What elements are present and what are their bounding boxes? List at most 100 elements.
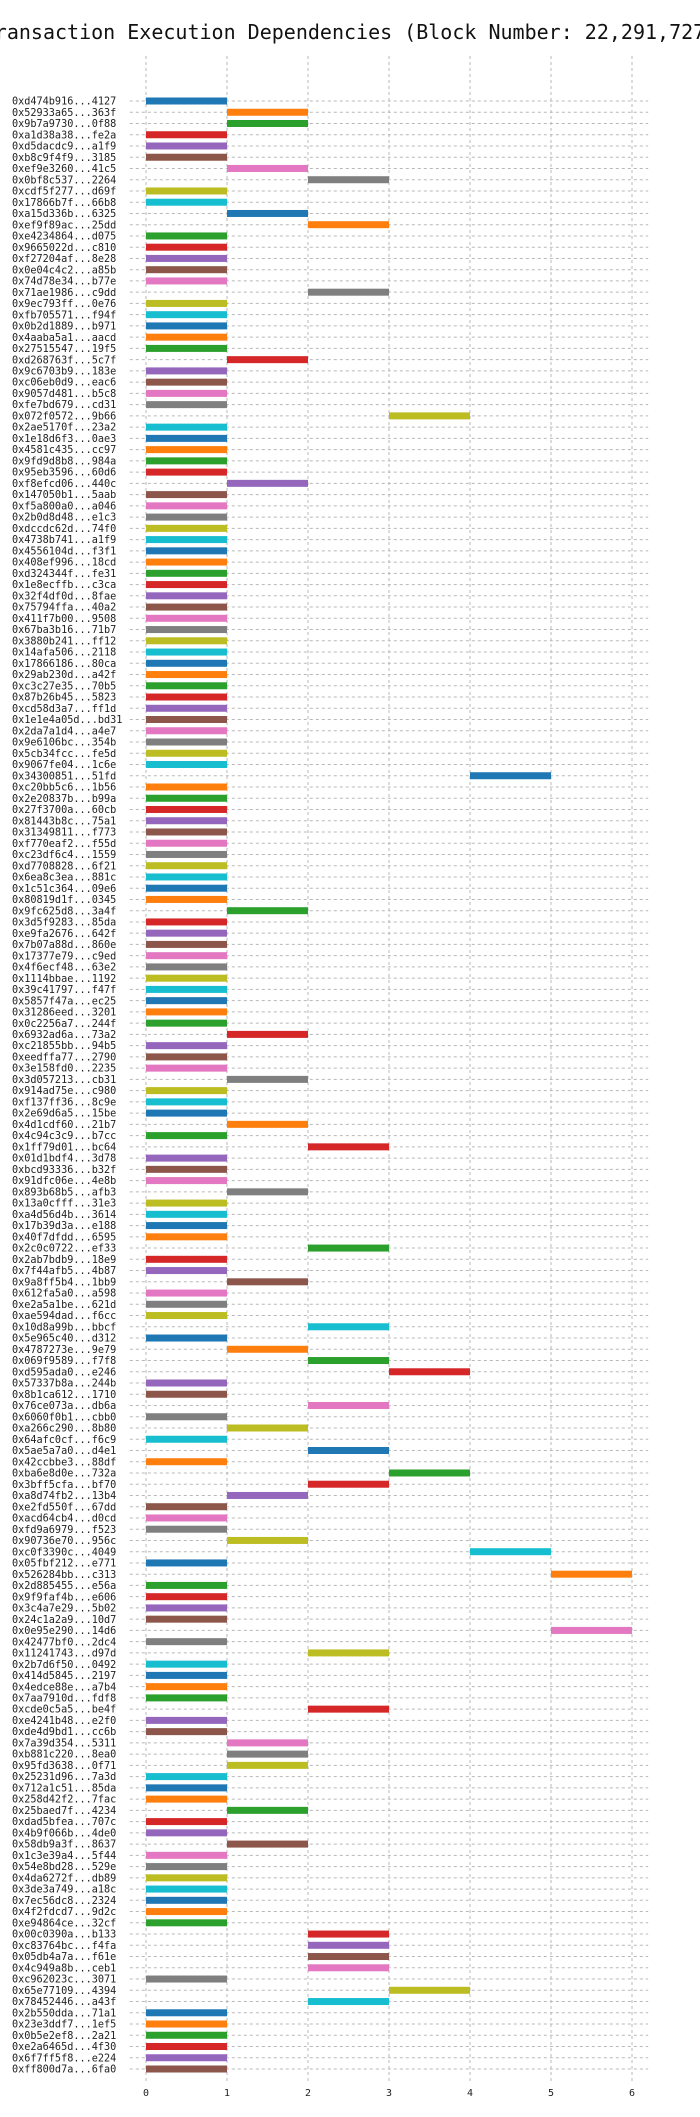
transaction-label: 0x3e158fd0...2235 <box>12 1064 116 1075</box>
transaction-label: 0x0e04c4c2...a85b <box>12 265 116 276</box>
transaction-label: 0xcde0c5a5...be4f <box>12 1705 116 1716</box>
transaction-bar <box>146 1784 227 1792</box>
transaction-label: 0xf770eaf2...f55d <box>12 839 116 850</box>
transaction-bar <box>146 1334 227 1342</box>
transaction-bar <box>146 1795 227 1803</box>
transaction-label: 0x65e77109...4394 <box>12 1986 116 1997</box>
transaction-label: 0x05fbf212...e771 <box>12 1559 116 1570</box>
transaction-bar <box>146 1087 227 1095</box>
transaction-label: 0x17377e79...c9ed <box>12 951 116 962</box>
transaction-bar <box>146 1300 227 1308</box>
transaction-label: 0xc0f3390c...4049 <box>12 1547 116 1558</box>
transaction-bar <box>227 1750 308 1758</box>
transaction-bar <box>146 626 227 634</box>
transaction-label: 0xc83764bc...f4fa <box>12 1941 116 1952</box>
transaction-label: 0x5857f47a...ec25 <box>12 996 116 1007</box>
transaction-label: 0x81443b8c...75a1 <box>12 816 116 827</box>
transaction-label: 0x11241743...d97d <box>12 1649 116 1660</box>
x-tick-label: 3 <box>386 2088 392 2099</box>
transaction-label: 0xc3c27e35...70b5 <box>12 681 116 692</box>
transaction-label: 0x9fd9d8b8...984a <box>12 456 116 467</box>
transaction-bar <box>146 1233 227 1241</box>
transaction-label: 0xa4d56d4b...3614 <box>12 1210 116 1221</box>
transaction-label: 0xd324344f...fe31 <box>12 569 116 580</box>
transaction-bar <box>146 850 227 858</box>
transaction-bar <box>146 401 227 409</box>
transaction-label: 0x6f7ff5f8...e224 <box>12 2053 116 2064</box>
transaction-label: 0x01d1bdf4...3d78 <box>12 1154 116 1165</box>
transaction-bar <box>146 1593 227 1601</box>
transaction-bar <box>308 1480 389 1488</box>
transaction-bar <box>146 1525 227 1533</box>
transaction-label: 0x95fd3638...0f71 <box>12 1761 116 1772</box>
transaction-bar <box>146 1604 227 1612</box>
transaction-label: 0x42ccbbe3...88df <box>12 1457 116 1468</box>
transaction-label: 0x58db9a3f...8637 <box>12 1840 116 1851</box>
transaction-label: 0x80819d1f...0345 <box>12 895 116 906</box>
transaction-bar <box>227 108 308 116</box>
transaction-label: 0x23e3ddf7...1ef5 <box>12 2020 116 2031</box>
transaction-bar <box>146 131 227 139</box>
transaction-bar <box>146 637 227 645</box>
transaction-label: 0x9fc625d8...3a4f <box>12 906 116 917</box>
transaction-bar <box>308 176 389 184</box>
transaction-bar <box>308 1964 389 1972</box>
transaction-bar <box>146 1064 227 1072</box>
transaction-label: 0x3c4a7e29...5b02 <box>12 1604 116 1615</box>
transaction-label: 0x0e95e290...14d6 <box>12 1626 116 1637</box>
transaction-label: 0x2b0d8d48...e1c3 <box>12 513 116 524</box>
transaction-label: 0x64afc0cf...f6c9 <box>12 1435 116 1446</box>
transaction-label: 0x893b68b5...afb3 <box>12 1187 116 1198</box>
transaction-bar <box>146 1165 227 1173</box>
transaction-bar <box>308 1941 389 1949</box>
transaction-bar <box>146 749 227 757</box>
transaction-label: 0x67ba3b16...71b7 <box>12 625 116 636</box>
transaction-label: 0x3d057213...cb31 <box>12 1075 116 1086</box>
transaction-label: 0x712a1c51...85da <box>12 1783 116 1794</box>
transaction-label: 0x2ae5170f...23a2 <box>12 423 116 434</box>
transaction-label: 0xe94864ce...32cf <box>12 1918 116 1929</box>
transaction-bar <box>146 1660 227 1668</box>
transaction-label: 0xd268763f...5c7f <box>12 355 116 366</box>
transaction-label: 0xe2a5a1be...621d <box>12 1300 116 1311</box>
transaction-label: 0x2da7a1d4...a4e7 <box>12 726 116 737</box>
transaction-label: 0x9067fe04...1c6e <box>12 760 116 771</box>
transaction-label: 0x24c1a2a9...10d7 <box>12 1615 116 1626</box>
transaction-label: 0x40f7dfdd...6595 <box>12 1232 116 1243</box>
transaction-bar <box>146 1199 227 1207</box>
transaction-bar <box>227 164 308 172</box>
transaction-label: 0x4aaba5a1...aacd <box>12 333 116 344</box>
transaction-label: 0xdad5bfea...707c <box>12 1817 116 1828</box>
transaction-label: 0xf5a800a0...a046 <box>12 501 116 512</box>
transaction-label: 0x32f4df0d...8fae <box>12 591 116 602</box>
transaction-bar <box>146 1042 227 1050</box>
transaction-bar <box>227 907 308 915</box>
x-tick-label: 6 <box>629 2088 635 2099</box>
transaction-label: 0xc20bb5c6...1b56 <box>12 783 116 794</box>
transaction-bar <box>308 1402 389 1409</box>
transaction-label: 0x25baed7f...4234 <box>12 1806 116 1817</box>
transaction-bar <box>308 1953 389 1961</box>
transaction-label: 0x39c41797...f47f <box>12 985 116 996</box>
transaction-bar <box>146 738 227 746</box>
transaction-bar <box>146 884 227 892</box>
transaction-label: 0x7b07a88d...860e <box>12 940 116 951</box>
transaction-label: 0x1e8ecffb...c3ca <box>12 580 116 591</box>
transaction-label: 0x914ad75e...c980 <box>12 1086 116 1097</box>
transaction-label: 0x5e965c40...d312 <box>12 1334 116 1345</box>
transaction-label: 0x76ce073a...db6a <box>12 1401 116 1412</box>
transaction-label: 0xcdf5f277...d69f <box>12 187 116 198</box>
transaction-label: 0x2e20837b...b99a <box>12 794 116 805</box>
transaction-bar <box>146 1053 227 1061</box>
transaction-label: 0x2e69d6a5...15be <box>12 1109 116 1120</box>
transaction-label: 0x4f2fdcd7...9d2c <box>12 1907 116 1918</box>
transaction-bar <box>146 704 227 712</box>
transaction-bar <box>146 1379 227 1387</box>
transaction-label: 0xc23df6c4...1559 <box>12 850 116 861</box>
transaction-label: 0x2b550dda...71a1 <box>12 2008 116 2019</box>
transaction-bar <box>227 1120 308 1128</box>
transaction-label: 0x25231d96...7a3d <box>12 1772 116 1783</box>
transaction-bar <box>146 266 227 274</box>
transaction-bar <box>227 119 308 127</box>
